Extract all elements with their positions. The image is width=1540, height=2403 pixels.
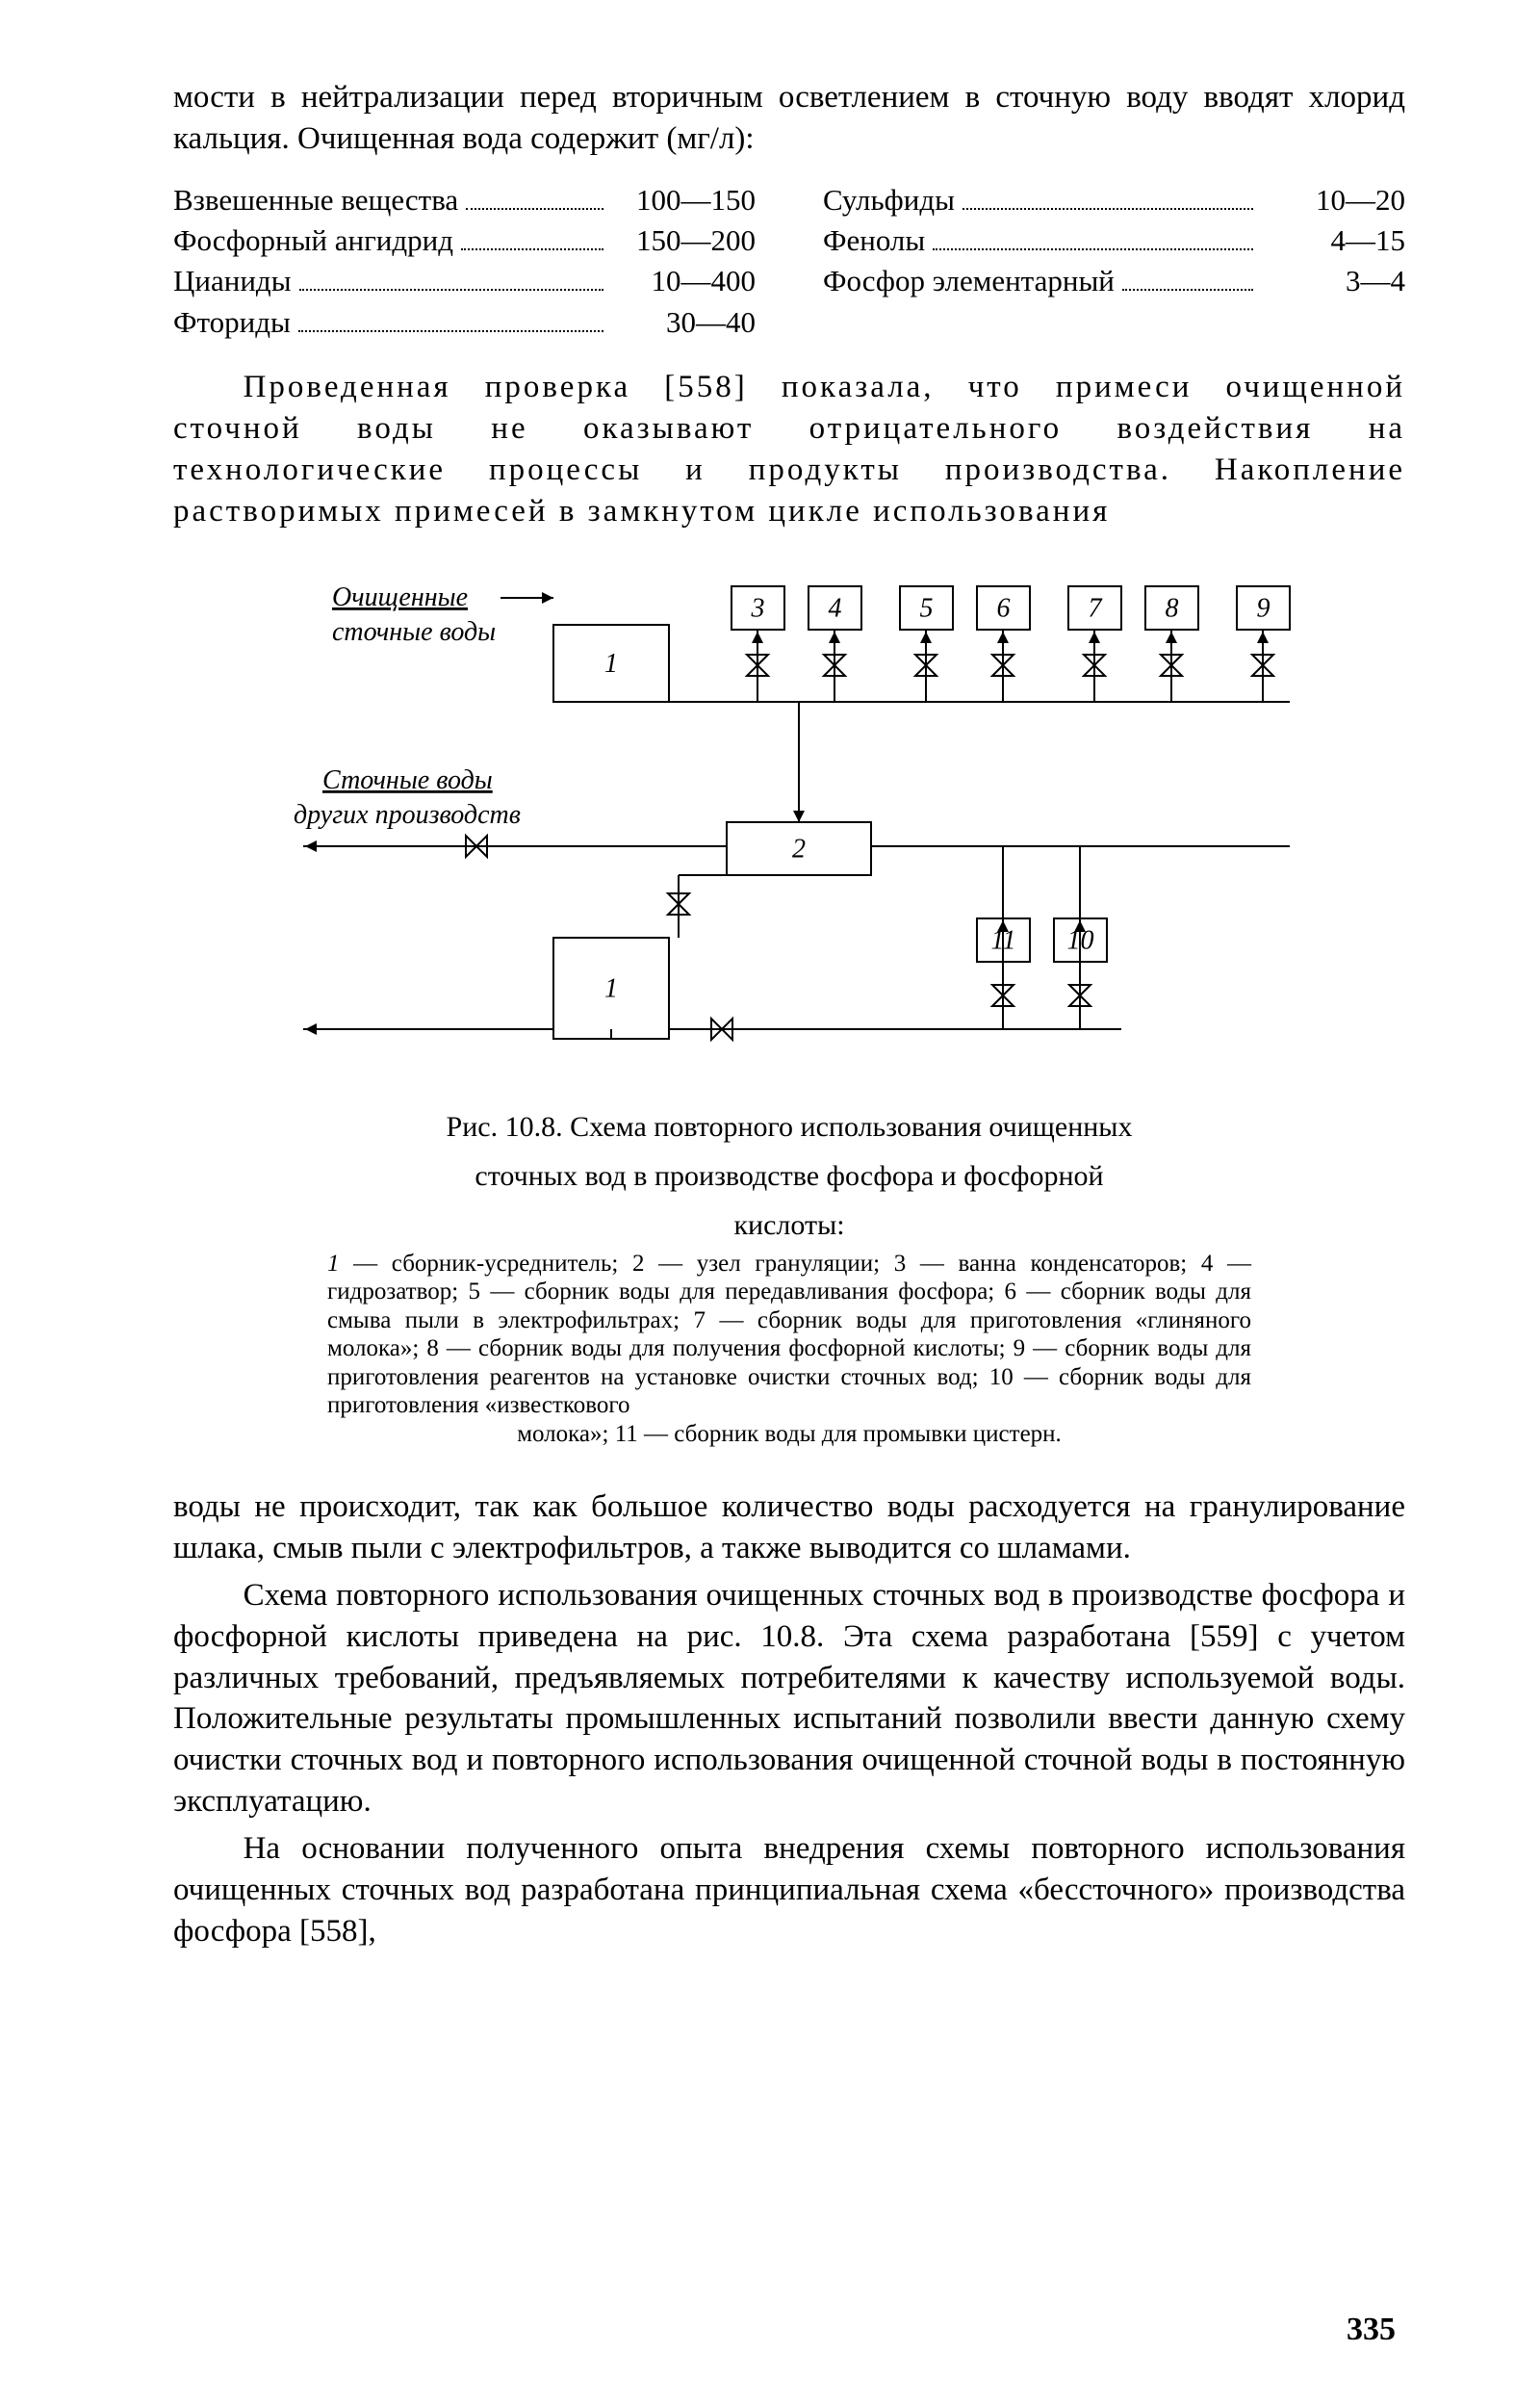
mid-paragraph: Проведенная проверка [558] показала, что… [173, 367, 1405, 532]
row-label: Фенолы [823, 221, 925, 260]
para-scheme: Схема повторного использования очищенных… [173, 1575, 1405, 1822]
table-row: Цианиды 10—400 [173, 262, 756, 300]
row-value: 3—4 [1261, 262, 1405, 300]
row-value: 30—40 [611, 303, 756, 342]
table-row: Сульфиды 10—20 [823, 181, 1405, 220]
flowchart-svg: Очищенные сточные воды Сточные воды других … [284, 557, 1295, 1097]
svg-text:Сточные воды: Сточные воды [322, 765, 493, 795]
figure-caption-line2: сточных вод в производстве фосфора и фос… [327, 1157, 1251, 1195]
row-label: Фосфор элементарный [823, 262, 1115, 300]
legend-tail: молока»; 11 — сборник воды для промывки … [327, 1420, 1251, 1449]
legend-body: — сборник-усреднитель; 2 — узел грануляц… [327, 1251, 1251, 1419]
dot-leader [933, 223, 1253, 250]
table-row: Фосфор элементарный 3—4 [823, 262, 1405, 300]
dot-leader [1122, 264, 1253, 291]
dot-leader [466, 182, 603, 209]
svg-text:Очищенные: Очищенные [332, 582, 468, 612]
svg-text:4: 4 [829, 593, 842, 623]
dot-leader [962, 182, 1253, 209]
figure-10-8: Очищенные сточные воды Сточные воды других … [284, 557, 1295, 1449]
svg-text:8: 8 [1166, 593, 1179, 623]
table-row: Взвешенные вещества 100—150 [173, 181, 756, 220]
row-value: 150—200 [611, 221, 756, 260]
figure-caption-line1: Рис. 10.8. Схема повторного использовани… [327, 1108, 1251, 1146]
table-row: Фториды 30—40 [173, 303, 756, 342]
para-cont: воды не происходит, так как большое коли… [173, 1486, 1405, 1569]
legend-first-num: 1 [327, 1251, 340, 1277]
svg-text:других производств: других производств [294, 800, 521, 830]
svg-text:1: 1 [604, 973, 618, 1003]
svg-text:2: 2 [792, 834, 806, 864]
svg-text:1: 1 [604, 649, 618, 679]
row-value: 100—150 [611, 181, 756, 220]
table-row: Фенолы 4—15 [823, 221, 1405, 260]
dot-leader [299, 264, 603, 291]
svg-text:3: 3 [751, 593, 765, 623]
row-label: Сульфиды [823, 181, 955, 220]
row-value: 10—400 [611, 262, 756, 300]
svg-text:5: 5 [920, 593, 934, 623]
figure-legend: 1 — сборник-усреднитель; 2 — узел гранул… [327, 1250, 1251, 1449]
dot-leader [461, 223, 603, 250]
para-last: На основании полученного опыта внедрения… [173, 1828, 1405, 1952]
row-label: Цианиды [173, 262, 292, 300]
page-number: 335 [1347, 2309, 1396, 2351]
svg-text:9: 9 [1257, 593, 1270, 623]
row-label: Взвешенные вещества [173, 181, 458, 220]
svg-text:6: 6 [997, 593, 1011, 623]
intro-paragraph: мости в нейтрализации перед вторичным ос… [173, 77, 1405, 160]
row-value: 4—15 [1261, 221, 1405, 260]
row-value: 10—20 [1261, 181, 1405, 220]
composition-table: Взвешенные вещества100—150Фосфорный анги… [173, 179, 1405, 344]
figure-caption-line3: кислоты: [327, 1206, 1251, 1244]
dot-leader [298, 304, 603, 331]
svg-text:сточные воды: сточные воды [332, 617, 496, 647]
svg-text:7: 7 [1089, 593, 1103, 623]
row-label: Фториды [173, 303, 291, 342]
row-label: Фосфорный ангидрид [173, 221, 453, 260]
table-row: Фосфорный ангидрид 150—200 [173, 221, 756, 260]
